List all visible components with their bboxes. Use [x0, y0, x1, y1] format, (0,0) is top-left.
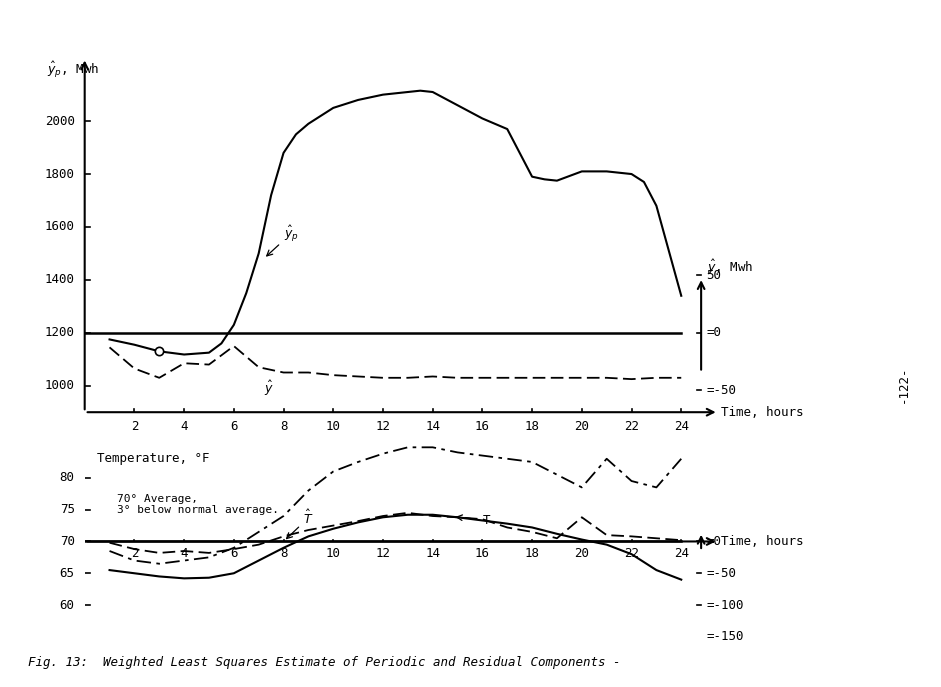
Text: $\hat{y}$: $\hat{y}$ [263, 379, 274, 398]
Text: Fig. 13:  Weighted Least Squares Estimate of Periodic and Residual Components -: Fig. 13: Weighted Least Squares Estimate… [28, 656, 621, 669]
Text: 50: 50 [706, 269, 721, 282]
Text: 2: 2 [131, 547, 138, 559]
Text: 4: 4 [181, 420, 188, 433]
Text: 75: 75 [59, 503, 74, 516]
Text: 20: 20 [574, 547, 589, 559]
Text: =0: =0 [706, 326, 721, 339]
Text: 22: 22 [624, 547, 639, 559]
Text: Time, hours: Time, hours [721, 406, 804, 418]
Text: 60: 60 [59, 598, 74, 611]
Text: $\hat{y}_p$, Mwh: $\hat{y}_p$, Mwh [47, 60, 100, 80]
Text: 24: 24 [674, 420, 689, 433]
Text: =-100: =-100 [706, 598, 743, 611]
Text: $\hat{T}$: $\hat{T}$ [287, 508, 314, 539]
Text: 10: 10 [326, 547, 341, 559]
Text: 1200: 1200 [45, 326, 74, 339]
Text: 8: 8 [279, 420, 287, 433]
Text: 16: 16 [475, 420, 490, 433]
Text: 80: 80 [59, 471, 74, 484]
Text: 18: 18 [525, 547, 539, 559]
Text: 8: 8 [279, 547, 287, 559]
Text: 16: 16 [475, 547, 490, 559]
Text: 20: 20 [574, 420, 589, 433]
Text: 70° Average,
3° below normal average.: 70° Average, 3° below normal average. [117, 494, 279, 515]
Text: 2000: 2000 [45, 115, 74, 128]
Text: 4: 4 [181, 547, 188, 559]
Text: 1600: 1600 [45, 221, 74, 234]
Text: 6: 6 [231, 420, 237, 433]
Text: Time, hours: Time, hours [721, 535, 804, 548]
Text: 22: 22 [624, 420, 639, 433]
Text: 2: 2 [131, 420, 138, 433]
Text: -122-: -122- [897, 366, 910, 403]
Text: =0: =0 [706, 535, 721, 548]
Text: 14: 14 [425, 420, 440, 433]
Text: 65: 65 [59, 567, 74, 580]
Text: =-50: =-50 [706, 383, 736, 396]
Text: 1000: 1000 [45, 379, 74, 392]
Text: 70: 70 [59, 535, 74, 548]
Text: =-150: =-150 [706, 631, 743, 643]
Text: 10: 10 [326, 420, 341, 433]
Text: Temperature, °F: Temperature, °F [97, 453, 210, 465]
Text: 1800: 1800 [45, 168, 74, 181]
Text: 14: 14 [425, 547, 440, 559]
Text: =-50: =-50 [706, 567, 736, 580]
Text: $\hat{y}$, Mwh: $\hat{y}$, Mwh [708, 258, 754, 278]
Text: 18: 18 [525, 420, 539, 433]
Text: 12: 12 [375, 420, 391, 433]
Text: 12: 12 [375, 547, 391, 559]
Text: 24: 24 [674, 547, 689, 559]
Text: 6: 6 [231, 547, 237, 559]
Text: $\hat{y}_p$: $\hat{y}_p$ [266, 223, 298, 256]
Text: 1400: 1400 [45, 273, 74, 286]
Text: T: T [456, 514, 490, 527]
